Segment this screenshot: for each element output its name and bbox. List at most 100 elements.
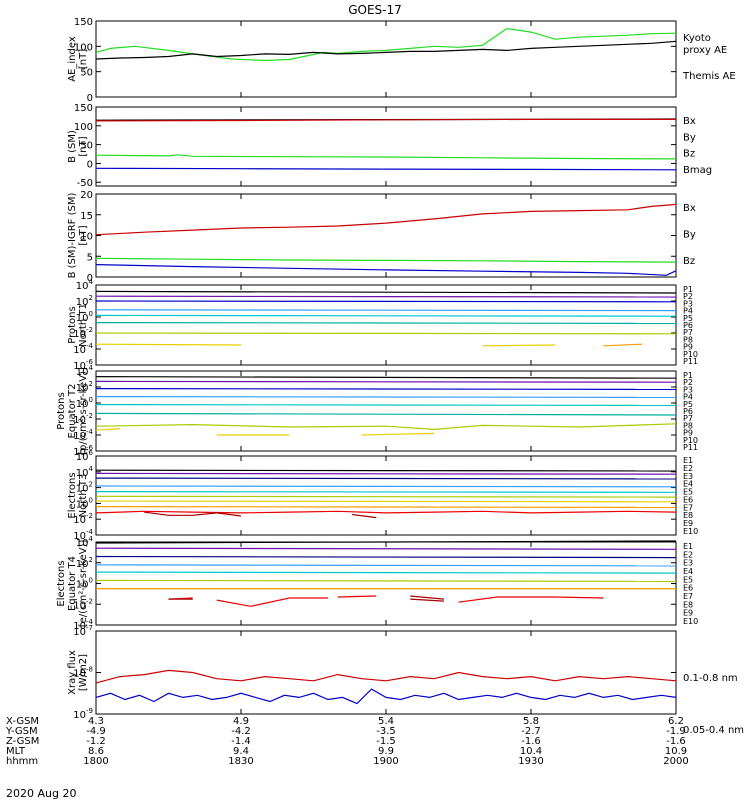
legend-entry: P11 xyxy=(683,443,698,452)
y-axis-label: [p/(cm²-s-sr-keV)] xyxy=(78,367,89,455)
series-e10c xyxy=(352,513,377,519)
legend-entry: P1 xyxy=(683,285,693,294)
axis-row-value: -4.9 xyxy=(86,726,106,737)
legend-entry: E4 xyxy=(683,567,693,576)
legend-entry: Bmag xyxy=(683,165,712,176)
y-axis-label: B (SM) xyxy=(67,130,78,163)
axis-row-value: -1.2 xyxy=(86,736,106,747)
series-p8 xyxy=(95,428,121,431)
axis-row-value: -4.2 xyxy=(231,726,251,737)
legend-entry: E3 xyxy=(683,472,693,481)
legend-entry: P2 xyxy=(683,378,693,387)
series-p6 xyxy=(95,322,677,324)
legend-entry: P6 xyxy=(683,321,693,330)
y-tick-label: 20 xyxy=(80,190,93,201)
axis-row-name: X-GSM xyxy=(6,716,39,727)
y-tick-label: 0 xyxy=(87,159,93,170)
axis-row-value: 5.4 xyxy=(378,716,394,727)
panel-frame xyxy=(95,455,677,536)
series-by xyxy=(95,257,677,263)
legend-entry: Bz xyxy=(683,256,695,267)
panel-bdiff: 0 5 10 15 20B (SM)-IGRF (SM) [nT] Bx By Bz xyxy=(67,190,696,284)
series-p3 xyxy=(95,388,677,390)
axis-row-value: -1.6 xyxy=(666,736,686,747)
panel-frame xyxy=(95,20,677,98)
axis-row-value: 4.9 xyxy=(233,716,249,727)
axis-row-value: 1800 xyxy=(83,756,108,767)
y-tick-label: 100 xyxy=(74,122,93,133)
axis-row-value: 9.9 xyxy=(378,746,394,757)
legend-entry: E2 xyxy=(683,550,693,559)
series-p8b xyxy=(482,344,556,347)
series-bx xyxy=(95,264,677,276)
y-axis-label: Protons xyxy=(56,392,67,429)
y-tick-label: 0 xyxy=(87,93,93,104)
y-tick-label: 106 xyxy=(76,449,94,463)
legend-entry: E10 xyxy=(683,617,698,626)
axis-row-value: -2.7 xyxy=(521,726,541,737)
y-tick-label: 104 xyxy=(76,278,94,292)
legend-entry: E7 xyxy=(683,503,693,512)
legend-entry: P11 xyxy=(683,357,698,366)
y-tick-label: -50 xyxy=(77,178,93,189)
y-axis-label: Equator T2 xyxy=(67,384,78,439)
series-p4 xyxy=(95,309,677,312)
axis-row-value: 2000 xyxy=(663,756,688,767)
legend-entry: E2 xyxy=(683,464,693,473)
legend-entry: proxy AE xyxy=(683,45,727,56)
legend-entry: Bx xyxy=(683,116,696,127)
legend-entry: Kyoto xyxy=(683,33,711,44)
legend-entry: P6 xyxy=(683,407,693,416)
series-e6 xyxy=(95,495,677,498)
legend-entry: E8 xyxy=(683,511,693,520)
date-label: 2020 Aug 20 xyxy=(6,787,76,800)
legend-entry: P5 xyxy=(683,400,693,409)
series-e1 xyxy=(95,540,677,544)
series-e10c xyxy=(410,598,445,602)
series-bz xyxy=(95,118,676,122)
series-p9 xyxy=(603,343,643,347)
axis-row-value: 1830 xyxy=(228,756,253,767)
y-axis-label: [nT] xyxy=(78,225,89,245)
legend-entry: E7 xyxy=(683,592,693,601)
legend-entry: P1 xyxy=(683,371,693,380)
y-axis-label: [W/m2] xyxy=(78,654,89,691)
series-p5 xyxy=(95,314,677,317)
y-tick-label: 15 xyxy=(80,211,93,222)
series-p2 xyxy=(95,380,677,383)
legend-entry: 0.05-0.4 nm xyxy=(683,725,744,736)
series-p8 xyxy=(95,343,242,346)
legend-entry: E6 xyxy=(683,495,693,504)
y-tick-label: 150 xyxy=(74,17,93,28)
axis-row-value: 10.4 xyxy=(520,746,542,757)
legend-entry: E10 xyxy=(683,527,698,536)
legend-entry: Bx xyxy=(683,203,696,214)
legend-entry: P9 xyxy=(683,343,693,352)
legend-entry: By xyxy=(683,230,696,241)
series-e1 xyxy=(95,469,677,472)
series-e7 xyxy=(95,500,677,503)
legend-entry: P10 xyxy=(683,436,698,445)
series-p7 xyxy=(95,332,677,335)
x-axis-table: X-GSM 4.3 4.9 5.4 5.8 6.2 Y-GSM -4.9 -4.2 -3.5 -2.… xyxy=(5,716,689,767)
axis-row-value: 5.8 xyxy=(523,716,539,727)
legend-entry: P3 xyxy=(683,299,693,308)
axis-row-value: -1.4 xyxy=(231,736,251,747)
legend-entry: E4 xyxy=(683,480,693,489)
axis-row-name: Z-GSM xyxy=(6,736,39,747)
panel-frame xyxy=(95,193,677,278)
y-axis-label: B (SM)-IGRF (SM) xyxy=(67,193,78,279)
series-e5 xyxy=(95,491,677,493)
series-bz xyxy=(95,203,677,236)
y-axis-label: [nT] xyxy=(78,136,89,156)
series-kyoto-proxy-ae xyxy=(95,27,677,62)
legend-entry: P2 xyxy=(683,292,693,301)
legend-entry: E9 xyxy=(683,519,693,528)
legend-entry: Themis AE xyxy=(682,71,736,82)
axis-row-value: -3.5 xyxy=(376,726,396,737)
y-axis-label: North T3 xyxy=(78,474,89,518)
